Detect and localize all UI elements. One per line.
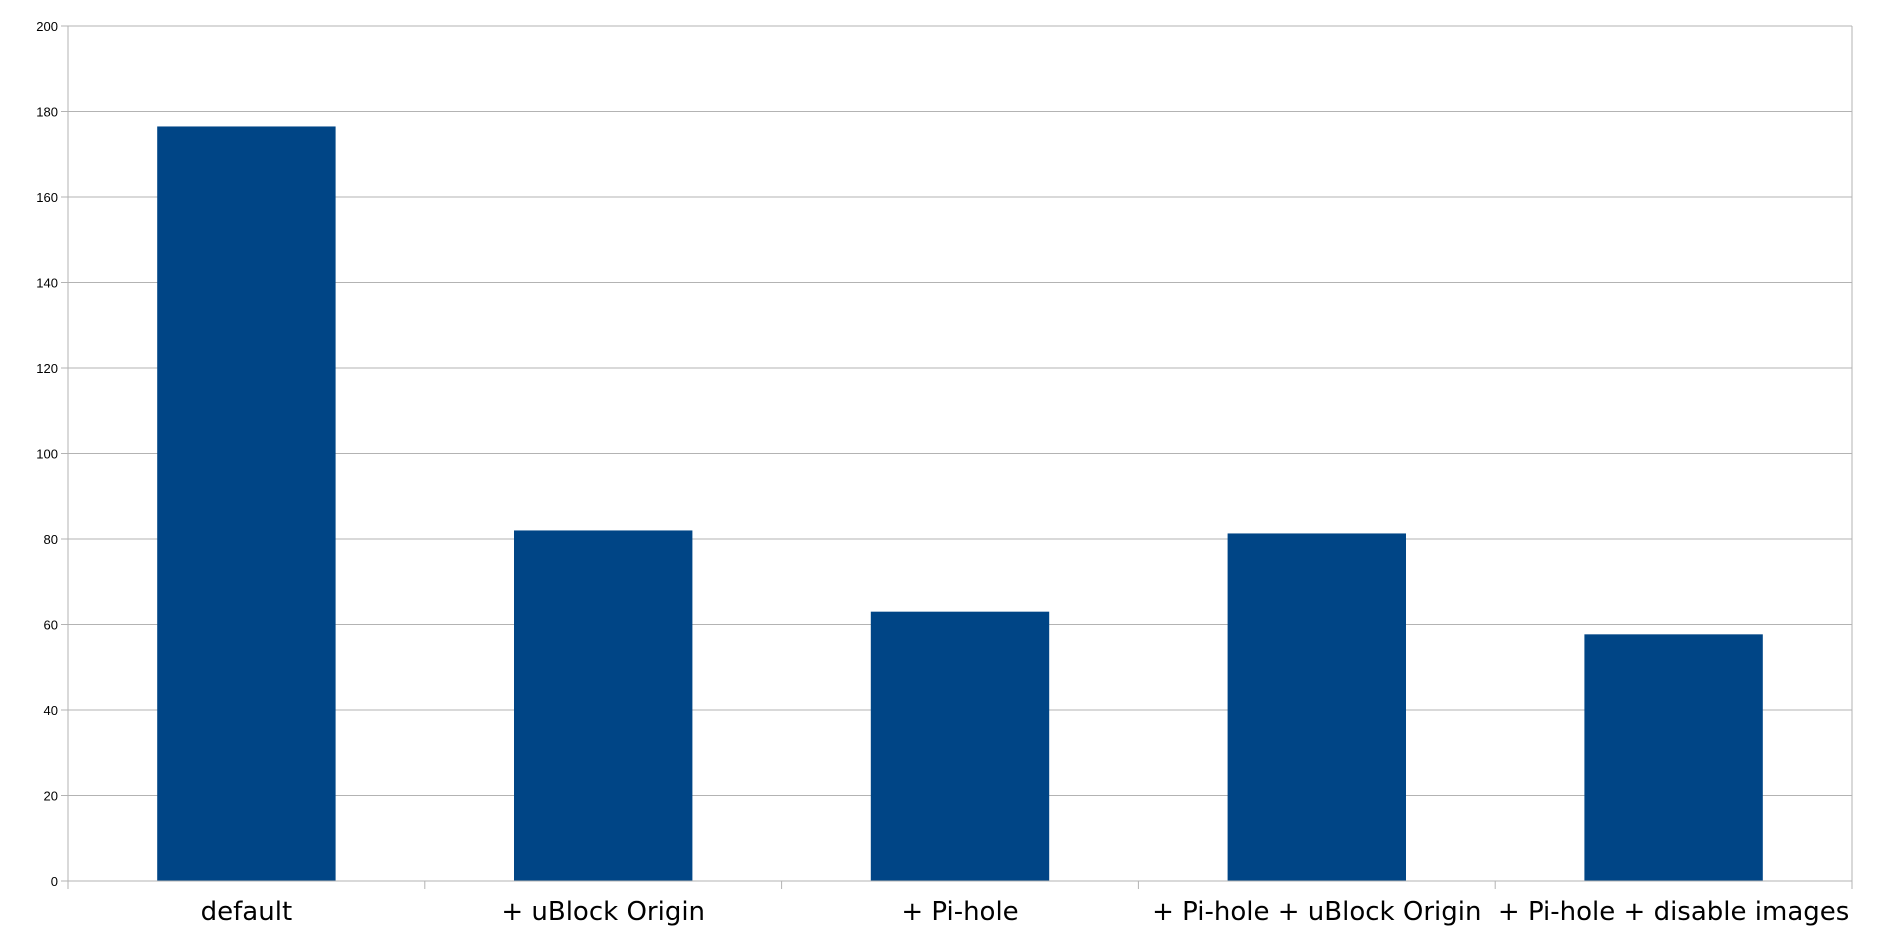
y-tick-label: 0 (51, 874, 58, 889)
x-category-label: default (201, 897, 292, 927)
y-tick-labels: 0 20 40 60 80 100 120 140 160 180 200 (36, 19, 58, 889)
bar-2 (514, 530, 693, 881)
y-tick-label: 20 (44, 789, 58, 804)
y-tick-label: 120 (36, 361, 58, 376)
bar-3 (870, 611, 1050, 881)
y-tick-label: 60 (44, 618, 58, 633)
y-tick-label: 180 (36, 105, 58, 120)
x-category-label: + uBlock Origin (501, 897, 705, 927)
bar-1 (157, 126, 336, 881)
x-category-label: + Pi-hole + uBlock Origin (1152, 897, 1481, 927)
bars (157, 126, 1763, 881)
y-tick-label: 40 (44, 703, 58, 718)
x-category-label: + Pi-hole + disable images (1498, 897, 1849, 927)
axes (61, 25, 1853, 889)
y-tick-label: 200 (36, 19, 58, 34)
y-tick-label: 160 (36, 190, 58, 205)
bar-4 (1227, 533, 1406, 881)
x-category-label: + Pi-hole (901, 897, 1018, 927)
bar-5 (1584, 634, 1763, 881)
gridlines (68, 25, 1852, 882)
y-tick-label: 140 (36, 276, 58, 291)
x-category-labels: default + uBlock Origin + Pi-hole + Pi-hole… (201, 897, 1850, 927)
y-tick-label: 100 (36, 447, 58, 462)
y-tick-label: 80 (44, 532, 58, 547)
